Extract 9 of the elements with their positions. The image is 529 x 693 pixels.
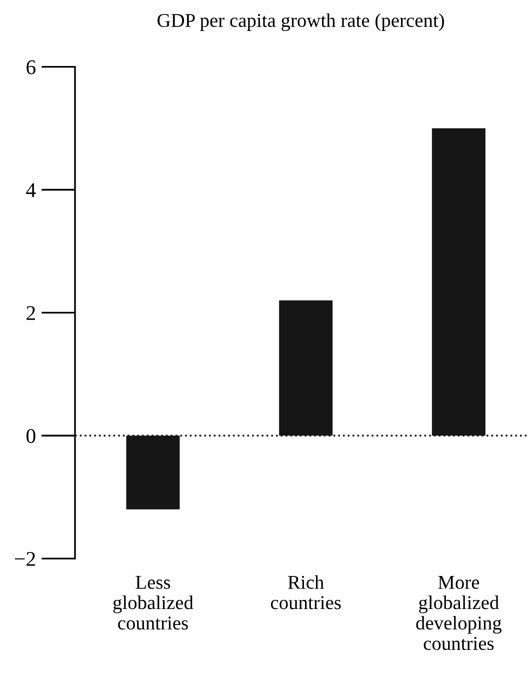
y-tick-label: −2 [14,552,35,566]
x-tick-label: Rich countries [270,575,341,610]
y-tick-label: 6 [26,60,36,74]
y-tick-label: 4 [26,183,36,197]
y-tick-label: 0 [26,428,36,444]
y-tick-label: 2 [26,306,35,320]
chart-title: GDP per capita growth rate (percent) [158,13,444,32]
x-tick-label: Less globalized countries [113,576,194,630]
x-tick-label: More globalized developing countries [416,576,502,650]
